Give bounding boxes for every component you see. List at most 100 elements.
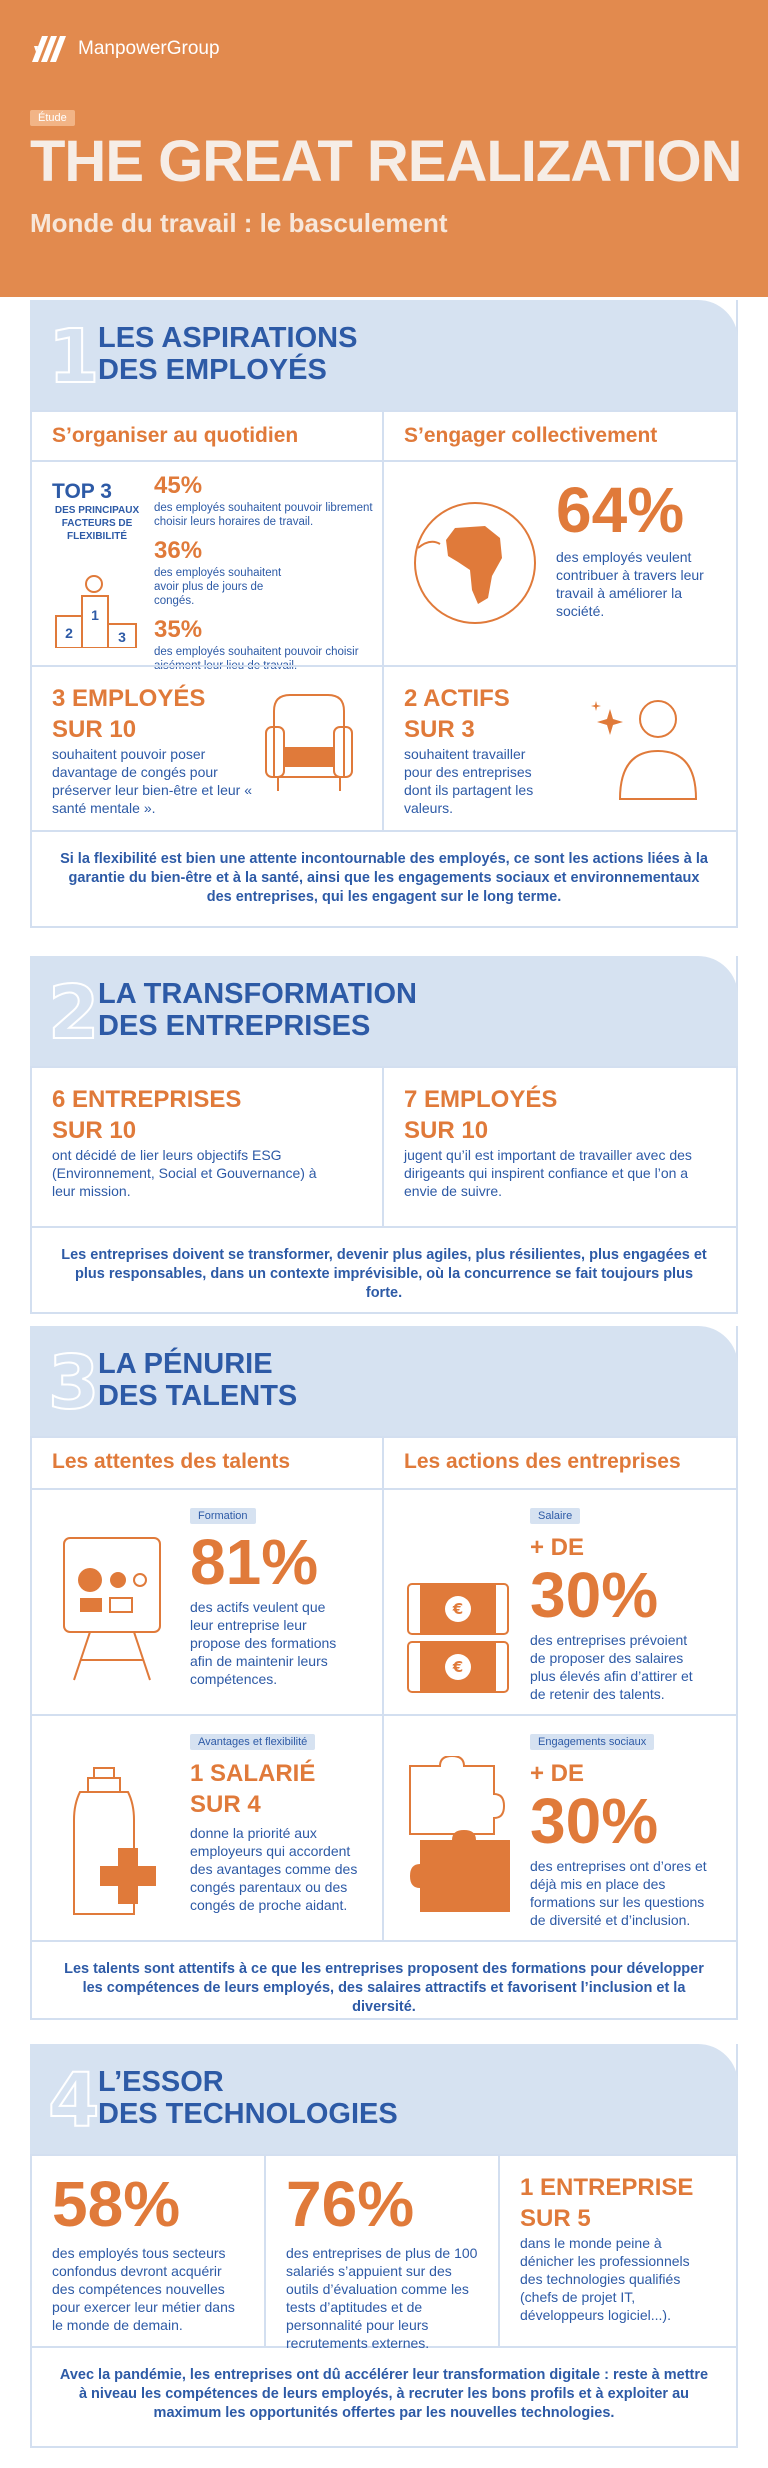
- stat-prefix: + DE: [530, 1760, 585, 1787]
- page-title: THE GREAT REALIZATION: [30, 129, 742, 194]
- column-title: S’organiser au quotidien: [52, 424, 299, 447]
- section-header: 3 LA PÉNURIE DES TALENTS: [30, 1326, 738, 1436]
- stat-value: 81%: [190, 1526, 319, 1598]
- values-cell: 2 ACTIFS SUR 3 souhaitent travailler pou…: [384, 665, 736, 830]
- section-summary: Les talents sont attentifs à ce que les …: [32, 1940, 736, 2018]
- top3-subtitle: DES PRINCIPAUX FACTEURS DE FLEXIBILITÉ: [54, 505, 140, 542]
- assessment-cell: 76% des entreprises de plus de 100 salar…: [266, 2154, 500, 2351]
- col-title-cell: Les attentes des talents: [32, 1436, 384, 1488]
- section-technologies: 4 L’ESSOR DES TECHNOLOGIES 58% des emplo…: [30, 2044, 738, 2448]
- section-title: LES ASPIRATIONS DES EMPLOYÉS: [98, 322, 358, 386]
- section-talents: 3 LA PÉNURIE DES TALENTS Les attentes de…: [30, 1326, 738, 2020]
- stat-prefix: + DE: [530, 1534, 585, 1561]
- stat-text: souhaitent travailler pour des entrepris…: [404, 746, 534, 816]
- engage-text: des employés veulent contribuer à traver…: [556, 549, 704, 619]
- section-title: LA PÉNURIE DES TALENTS: [98, 1348, 298, 1412]
- stat-text: des entreprises prévoient de proposer de…: [530, 1632, 693, 1702]
- stat-title: SUR 10: [52, 1117, 137, 1144]
- presentation-board-icon: [63, 1537, 161, 1681]
- svg-text:€: €: [452, 1600, 463, 1618]
- col-title-cell: Les actions des entreprises: [384, 1436, 736, 1488]
- section-summary: Si la flexibilité est bien une attente i…: [32, 830, 736, 926]
- category-tag: Formation: [190, 1508, 256, 1524]
- stat-title: SUR 4: [190, 1791, 261, 1818]
- podium-icon: 1 2 3: [55, 575, 137, 648]
- person-sparkle-icon: [591, 700, 698, 800]
- section-number: 3: [47, 1339, 100, 1427]
- section-number: 1: [47, 313, 100, 401]
- section-summary: Les entreprises doivent se transformer, …: [32, 1226, 736, 1312]
- wellbeing-cell: 3 EMPLOYÉS SUR 10 souhaitent pouvoir pos…: [32, 665, 384, 830]
- salaire-cell: € € Salaire + DE 30% des entreprises pré…: [384, 1488, 736, 1714]
- section-title: L’ESSOR DES TECHNOLOGIES: [98, 2066, 398, 2130]
- engage-cell: 64% des employés veulent contribuer à tr…: [384, 460, 736, 665]
- skills-cell: 58% des employés tous secteurs confondus…: [32, 2154, 266, 2346]
- flex-stat: 45% des employés souhaitent pouvoir libr…: [154, 470, 379, 529]
- stat-title: 1 SALARIÉ: [190, 1760, 316, 1787]
- avantages-cell: Avantages et flexibilité 1 SALARIÉ SUR 4…: [32, 1714, 384, 1940]
- stat-title: SUR 5: [520, 2205, 591, 2232]
- esg-cell: 6 ENTREPRISES SUR 10 ont décidé de lier …: [32, 1066, 384, 1226]
- column-title: Les attentes des talents: [52, 1450, 291, 1473]
- top3-cell: TOP 3 DES PRINCIPAUX FACTEURS DE FLEXIBI…: [32, 460, 384, 672]
- section-aspirations: 1 LES ASPIRATIONS DES EMPLOYÉS S’organis…: [30, 300, 738, 928]
- stat-text: des entreprises de plus de 100 salariés …: [286, 2245, 478, 2351]
- stat-text: des employés souhaitent avoir plus de jo…: [154, 567, 282, 607]
- stat-text: donne la priorité aux employeurs qui acc…: [190, 1825, 358, 1913]
- stat-text: jugent qu’il est important de travailler…: [404, 1147, 692, 1199]
- logo: ManpowerGroup: [30, 32, 220, 66]
- stat-value: 30%: [530, 1559, 659, 1631]
- section-header: 1 LES ASPIRATIONS DES EMPLOYÉS: [30, 300, 738, 410]
- stat-title: 3 EMPLOYÉS: [52, 685, 206, 712]
- armchair-icon: [265, 694, 353, 791]
- stat-title: 7 EMPLOYÉS: [404, 1086, 558, 1113]
- engage-value: 64%: [556, 474, 685, 546]
- brand-name: ManpowerGroup: [78, 38, 220, 59]
- header-banner: ManpowerGroup Étude THE GREAT REALIZATIO…: [0, 0, 768, 297]
- podium-label: 1: [91, 607, 99, 623]
- top3-title: TOP 3: [52, 480, 112, 503]
- section-header: 2 LA TRANSFORMATION DES ENTREPRISES: [30, 956, 738, 1066]
- column-title: Les actions des entreprises: [404, 1450, 681, 1473]
- leaders-cell: 7 EMPLOYÉS SUR 10 jugent qu’il est impor…: [384, 1066, 736, 1226]
- column-title: S’engager collectivement: [404, 424, 658, 447]
- stat-text: dans le monde peine à dénicher les profe…: [520, 2235, 690, 2323]
- stat-title: 2 ACTIFS: [404, 685, 510, 712]
- puzzle-icon: [409, 1756, 510, 1912]
- col-title-cell: S’organiser au quotidien: [32, 410, 384, 460]
- stat-value: 30%: [530, 1785, 659, 1857]
- study-tag: Étude: [30, 110, 75, 126]
- stat-text: souhaitent pouvoir poser davantage de co…: [52, 746, 252, 816]
- section-number: 2: [47, 969, 100, 1057]
- stat-title: 6 ENTREPRISES: [52, 1086, 242, 1113]
- podium-label: 2: [65, 625, 73, 641]
- section-summary: Avec la pandémie, les entreprises ont dû…: [32, 2346, 736, 2446]
- page-subtitle: Monde du travail : le basculement: [30, 208, 448, 238]
- stat-text: des employés tous secteurs confondus dev…: [52, 2245, 235, 2333]
- stat-title: 1 ENTREPRISE: [520, 2174, 694, 2201]
- tech-shortage-cell: 1 ENTREPRISE SUR 5 dans le monde peine à…: [500, 2154, 736, 2346]
- section-header: 4 L’ESSOR DES TECHNOLOGIES: [30, 2044, 738, 2154]
- stat-value: 45%: [154, 472, 203, 499]
- stat-text: des entreprises ont d’ores et déjà mis e…: [530, 1858, 707, 1928]
- baby-bottle-icon: [73, 1767, 156, 1915]
- col-title-cell: S’engager collectivement: [384, 410, 736, 460]
- category-tag: Avantages et flexibilité: [190, 1734, 316, 1750]
- stat-text: des actifs veulent que leur entreprise l…: [190, 1599, 337, 1687]
- formation-cell: Formation 81% des actifs veulent que leu…: [32, 1488, 384, 1714]
- stat-value: 36%: [154, 537, 203, 564]
- svg-text:€: €: [452, 1658, 463, 1676]
- flex-stat: 36% des employés souhaitent avoir plus d…: [154, 535, 379, 608]
- banknotes-icon: € €: [407, 1583, 509, 1693]
- category-tag: Engagements sociaux: [530, 1734, 655, 1750]
- stat-title: SUR 3: [404, 716, 475, 743]
- section-number: 4: [47, 2057, 100, 2145]
- section-transformation: 2 LA TRANSFORMATION DES ENTREPRISES 6 EN…: [30, 956, 738, 1314]
- stat-text: ont décidé de lier leurs objectifs ESG (…: [52, 1147, 317, 1199]
- podium-label: 3: [118, 629, 126, 645]
- stat-title: SUR 10: [52, 716, 137, 743]
- stat-value: 35%: [154, 616, 203, 643]
- stat-text: des employés souhaitent pouvoir libremen…: [154, 502, 373, 528]
- engagements-cell: Engagements sociaux + DE 30% des entrepr…: [384, 1714, 736, 1940]
- stat-value: 58%: [52, 2168, 181, 2240]
